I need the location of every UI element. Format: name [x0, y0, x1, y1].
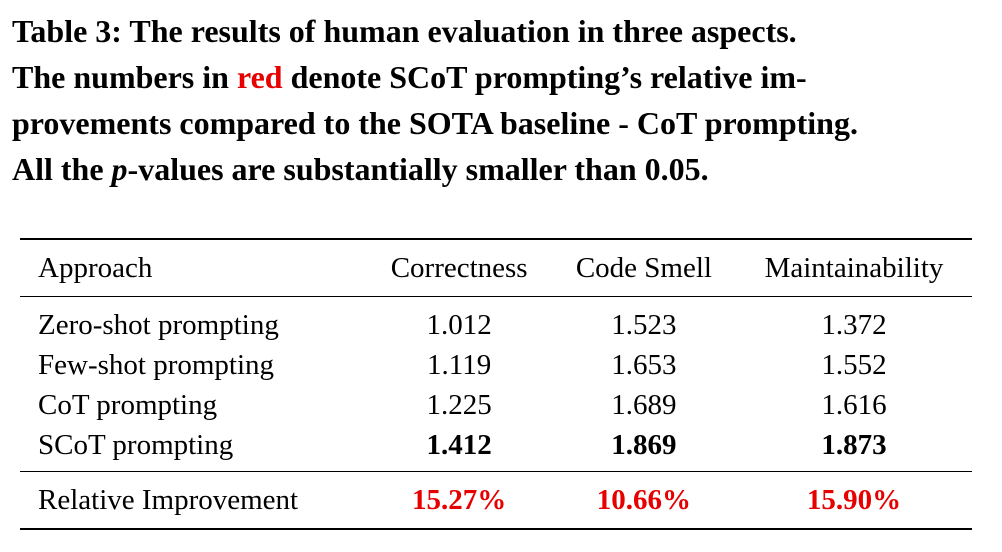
caption-line-4-pre: All the	[12, 151, 112, 187]
caption-line-2: The numbers in red denote SCoT prompting…	[12, 54, 992, 100]
caption-line-2-pre: The numbers in	[12, 59, 237, 95]
table-caption: Table 3: The results of human evaluation…	[12, 8, 992, 192]
table-body: Zero-shot prompting 1.012 1.523 1.372 Fe…	[20, 297, 972, 472]
table-header: Approach Correctness Code Smell Maintain…	[20, 239, 972, 297]
caption-line-3: provements compared to the SOTA baseline…	[12, 105, 858, 141]
table-row: CoT prompting 1.225 1.689 1.616	[20, 385, 972, 425]
cell-code-smell: 1.653	[611, 348, 677, 381]
caption-line-4-post: -values are substantially smaller than 0…	[127, 151, 709, 187]
table-footer: Relative Improvement 15.27% 10.66% 15.90…	[20, 471, 972, 529]
caption-line-4: All the p-values are substantially small…	[12, 146, 992, 192]
cell-maintainability: 1.616	[821, 388, 887, 421]
cell-maintainability: 1.372	[821, 308, 887, 341]
results-table: Approach Correctness Code Smell Maintain…	[20, 238, 972, 530]
cell-approach: CoT prompting	[38, 388, 218, 421]
cell-maintainability: 1.552	[821, 348, 887, 381]
cell-correctness: 1.012	[426, 308, 492, 341]
improvement-label: Relative Improvement	[38, 483, 299, 516]
caption-line-2-post: denote SCoT prompting’s relative im-	[282, 59, 807, 95]
cell-correctness: 1.119	[427, 348, 492, 381]
cell-code-smell: 1.523	[611, 308, 677, 341]
caption-line-1: Table 3: The results of human evaluation…	[12, 13, 797, 49]
cell-approach: Few-shot prompting	[38, 348, 275, 381]
table-row: Zero-shot prompting 1.012 1.523 1.372	[20, 297, 972, 346]
improvement-code-smell: 10.66%	[596, 483, 691, 516]
improvement-row: Relative Improvement 15.27% 10.66% 15.90…	[20, 471, 972, 529]
cell-correctness: 1.225	[426, 388, 492, 421]
cell-code-smell: 1.869	[611, 428, 677, 461]
cell-maintainability: 1.873	[821, 428, 887, 461]
header-maintainability: Maintainability	[764, 251, 944, 284]
table-row: Few-shot prompting 1.119 1.653 1.552	[20, 345, 972, 385]
cell-approach: Zero-shot prompting	[38, 308, 279, 341]
cell-approach: SCoT prompting	[38, 428, 234, 461]
cell-correctness: 1.412	[426, 428, 492, 461]
header-approach: Approach	[38, 251, 153, 284]
caption-red-word: red	[236, 59, 283, 95]
header-correctness: Correctness	[390, 251, 528, 284]
caption-p-italic: p	[111, 151, 128, 187]
header-code-smell: Code Smell	[575, 251, 712, 284]
improvement-maintainability: 15.90%	[806, 483, 902, 516]
cell-code-smell: 1.689	[611, 388, 677, 421]
header-row: Approach Correctness Code Smell Maintain…	[20, 239, 972, 297]
table-row: SCoT prompting 1.412 1.869 1.873	[20, 425, 972, 472]
improvement-correctness: 15.27%	[412, 483, 507, 516]
